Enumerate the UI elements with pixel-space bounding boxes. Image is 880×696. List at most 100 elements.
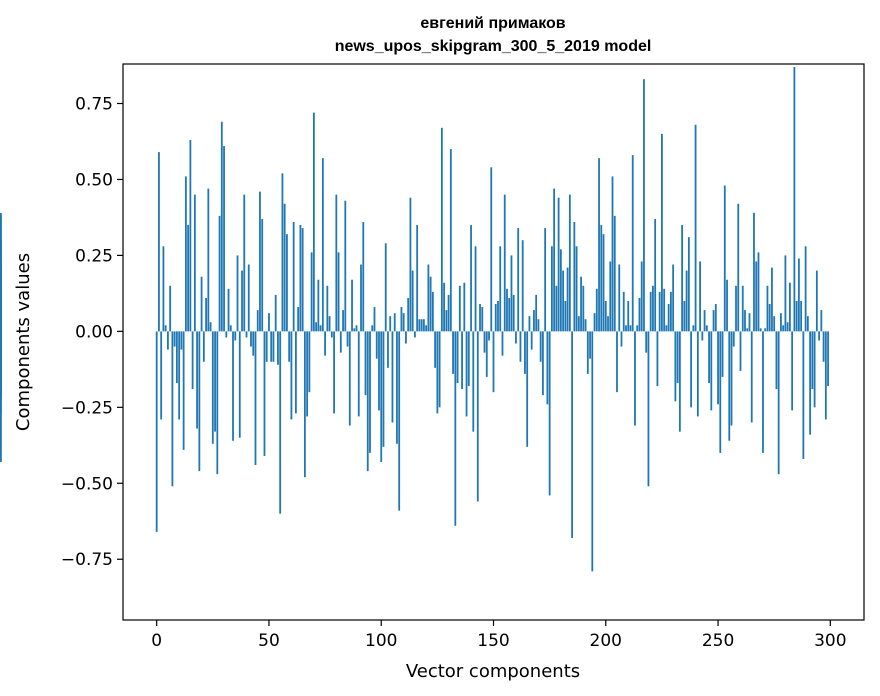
bar — [526, 331, 529, 447]
bar — [654, 218, 657, 332]
bar — [542, 331, 544, 396]
bar — [218, 215, 221, 332]
bar — [241, 270, 243, 332]
bar — [721, 331, 724, 377]
bar — [771, 267, 773, 332]
bar — [319, 325, 322, 332]
bar — [283, 203, 286, 332]
bar — [420, 319, 423, 332]
bar — [661, 133, 663, 332]
bar — [490, 167, 493, 332]
bar — [669, 291, 672, 332]
bar — [422, 319, 425, 332]
bar — [454, 331, 457, 526]
bar — [167, 331, 169, 350]
bar — [375, 331, 378, 359]
bar — [175, 331, 178, 384]
bar — [360, 264, 362, 332]
bar — [667, 304, 670, 332]
bar — [593, 313, 596, 332]
bar — [445, 310, 448, 332]
bar — [557, 197, 560, 332]
bar — [369, 331, 371, 453]
bar — [728, 331, 731, 441]
bar — [227, 288, 230, 332]
bar — [793, 67, 796, 332]
bar — [544, 228, 547, 332]
bar — [476, 331, 479, 502]
bar — [517, 228, 520, 332]
bar — [622, 291, 625, 332]
bar — [582, 285, 585, 332]
bar — [768, 304, 771, 332]
bar — [820, 310, 823, 332]
bar — [288, 331, 291, 362]
bar — [339, 331, 342, 353]
bar — [191, 331, 194, 390]
bar — [216, 331, 219, 475]
bar — [391, 331, 394, 423]
bar — [647, 331, 650, 487]
bar — [171, 331, 174, 487]
bar — [162, 246, 165, 332]
bar — [337, 252, 340, 332]
bar — [737, 203, 740, 332]
bar — [0, 331, 2, 414]
bar-series — [0, 67, 829, 572]
bar — [308, 331, 311, 393]
bar — [254, 331, 257, 466]
bar — [256, 310, 259, 332]
bar — [827, 331, 829, 387]
bar — [393, 313, 396, 332]
bar — [353, 328, 356, 332]
bar — [811, 331, 814, 390]
bar — [726, 279, 728, 332]
bar — [286, 234, 288, 332]
bar — [730, 331, 733, 426]
bar — [396, 331, 398, 444]
bar — [528, 316, 531, 332]
bar — [559, 249, 562, 332]
bar — [229, 325, 232, 332]
bar — [692, 325, 695, 332]
y-tick-label: −0.25 — [61, 398, 113, 418]
bar — [458, 285, 461, 332]
bar — [265, 331, 268, 362]
y-tick-label: 0.25 — [75, 246, 113, 266]
bar — [735, 285, 737, 332]
bar — [178, 331, 181, 420]
y-axis-ticks: −0.75 −0.50 −0.25 0.00 0.25 0.50 0.75 — [61, 94, 123, 570]
bar — [472, 331, 475, 432]
bar — [627, 300, 630, 332]
bar — [452, 331, 454, 374]
bar — [373, 307, 376, 332]
plot-frame — [122, 63, 865, 621]
bar — [263, 331, 266, 456]
bar — [809, 331, 812, 435]
bar — [759, 328, 762, 332]
bar — [465, 331, 468, 417]
bar — [636, 325, 639, 332]
bar — [710, 331, 713, 411]
bar — [456, 331, 459, 384]
bar — [330, 331, 333, 338]
y-tick-label: 0.75 — [75, 94, 113, 114]
bar — [303, 331, 306, 478]
bar — [155, 331, 158, 532]
bar — [795, 300, 798, 332]
bar — [609, 261, 612, 332]
bar — [277, 331, 279, 365]
bar — [586, 331, 589, 374]
bar — [351, 279, 353, 332]
bar — [326, 285, 329, 332]
bar — [427, 264, 430, 332]
bar — [595, 288, 598, 332]
bar — [750, 331, 753, 423]
bar — [690, 331, 692, 408]
bar — [564, 300, 567, 332]
bar — [694, 124, 697, 332]
bar — [645, 331, 648, 353]
bar — [261, 218, 264, 332]
bar — [247, 264, 250, 332]
